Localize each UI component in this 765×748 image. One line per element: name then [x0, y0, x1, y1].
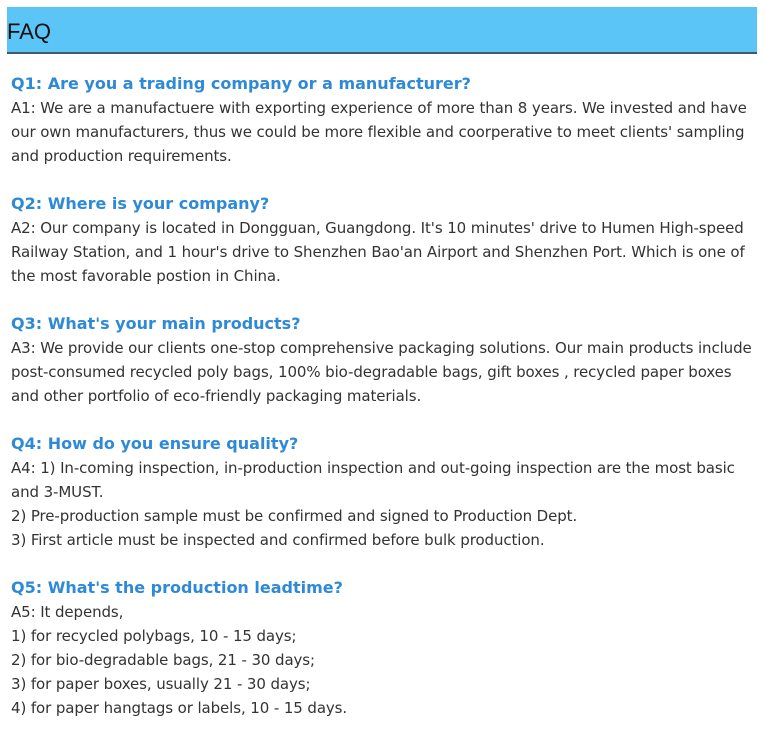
faq-item: Q5: What's the production leadtime? A5: … — [11, 576, 756, 720]
faq-question: Q1: Are you a trading company or a manuf… — [11, 74, 471, 93]
faq-question: Q2: Where is your company? — [11, 194, 270, 213]
faq-answer: A4: 1) In-coming inspection, in-producti… — [11, 459, 735, 549]
faq-answer: A1: We are a manufactuere with exporting… — [11, 99, 747, 165]
faq-question: Q3: What's your main products? — [11, 314, 301, 333]
faq-list: Q1: Are you a trading company or a manuf… — [11, 72, 756, 744]
faq-item: Q4: How do you ensure quality? A4: 1) In… — [11, 432, 756, 552]
faq-question: Q5: What's the production leadtime? — [11, 578, 343, 597]
faq-answer: A3: We provide our clients one-stop comp… — [11, 339, 752, 405]
faq-item: Q1: Are you a trading company or a manuf… — [11, 72, 756, 168]
faq-answer: A2: Our company is located in Dongguan, … — [11, 219, 745, 285]
faq-header: FAQ — [7, 7, 757, 54]
faq-answer: A5: It depends, 1) for recycled polybags… — [11, 603, 348, 717]
faq-item: Q3: What's your main products? A3: We pr… — [11, 312, 756, 408]
faq-question: Q4: How do you ensure quality? — [11, 434, 299, 453]
faq-title: FAQ — [7, 19, 52, 44]
faq-item: Q2: Where is your company? A2: Our compa… — [11, 192, 756, 288]
